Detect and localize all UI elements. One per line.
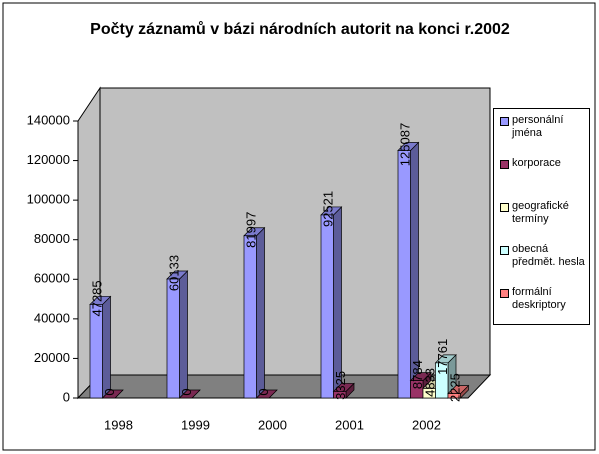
- y-tick-label: 60000: [34, 271, 70, 286]
- bar: [255, 389, 278, 399]
- bar: [101, 389, 124, 399]
- bar: [178, 389, 201, 399]
- bar-front: [397, 150, 411, 399]
- x-tick-label: 1999: [181, 417, 210, 432]
- value-label: 47285: [90, 280, 105, 316]
- legend-label: formální deskriptory: [512, 286, 566, 311]
- value-label: 4833: [423, 368, 438, 397]
- bar-front: [166, 278, 180, 399]
- bar-front: [243, 235, 257, 399]
- bar-top: [178, 389, 201, 399]
- value-label: 17761: [435, 339, 450, 375]
- value-label: 0: [179, 388, 194, 395]
- chart-title: Počty záznamů v bázi národních autorit n…: [90, 21, 510, 38]
- x-tick-label: 1998: [104, 417, 133, 432]
- legend-item: personální jména: [494, 114, 589, 152]
- bar-front: [435, 362, 449, 399]
- x-tick-label: 2000: [258, 417, 287, 432]
- legend-item: formální deskriptory: [494, 286, 589, 324]
- y-tick-label: 140000: [27, 112, 70, 127]
- legend-item: geografické termíny: [494, 200, 589, 238]
- bar: [397, 141, 420, 399]
- bar: [320, 206, 343, 399]
- bar: [243, 226, 266, 399]
- value-label: 0: [256, 388, 271, 395]
- value-label: 125087: [398, 123, 413, 166]
- bar-side: [333, 206, 342, 399]
- bar-side: [256, 226, 265, 399]
- value-label: 3325: [333, 371, 348, 400]
- x-tick-label: 2001: [335, 417, 364, 432]
- bar: [332, 382, 355, 399]
- x-tick-label: 2002: [412, 417, 441, 432]
- y-tick-label: 40000: [34, 310, 70, 325]
- y-tick-label: 80000: [34, 231, 70, 246]
- bar: [166, 270, 189, 399]
- legend-swatch: [500, 203, 509, 212]
- bar-side: [410, 141, 419, 399]
- legend-label: geografické termíny: [512, 200, 569, 225]
- value-label: 8784: [410, 360, 425, 389]
- bar-front: [89, 304, 103, 399]
- value-label: 2225: [448, 373, 463, 402]
- legend-label: personální jména: [512, 114, 564, 139]
- legend-label: korporace: [512, 157, 561, 169]
- legend-swatch: [500, 160, 509, 169]
- y-tick-label: 120000: [27, 152, 70, 167]
- value-label: 0: [102, 388, 117, 395]
- legend-swatch: [500, 289, 509, 298]
- bar-top: [101, 389, 124, 399]
- bar-top: [255, 389, 278, 399]
- value-label: 81997: [244, 212, 259, 248]
- y-tick-label: 100000: [27, 192, 70, 207]
- bar: [89, 295, 112, 399]
- legend-swatch: [500, 246, 509, 255]
- back-wall: [99, 87, 491, 376]
- bar-front: [333, 391, 347, 399]
- y-tick-label: 20000: [34, 350, 70, 365]
- legend-label: obecná předmět. hesla: [512, 243, 585, 268]
- bar: [447, 384, 470, 399]
- value-label: 92521: [321, 191, 336, 227]
- legend-swatch: [500, 117, 509, 126]
- legend-item: obecná předmět. hesla: [494, 243, 589, 281]
- legend: personální jména korporace geografické ter…: [493, 108, 590, 325]
- bar-front: [320, 214, 334, 399]
- value-label: 60133: [167, 255, 182, 291]
- bar-front: [447, 393, 461, 399]
- y-tick-label: 0: [63, 389, 70, 404]
- legend-item: korporace: [494, 157, 589, 195]
